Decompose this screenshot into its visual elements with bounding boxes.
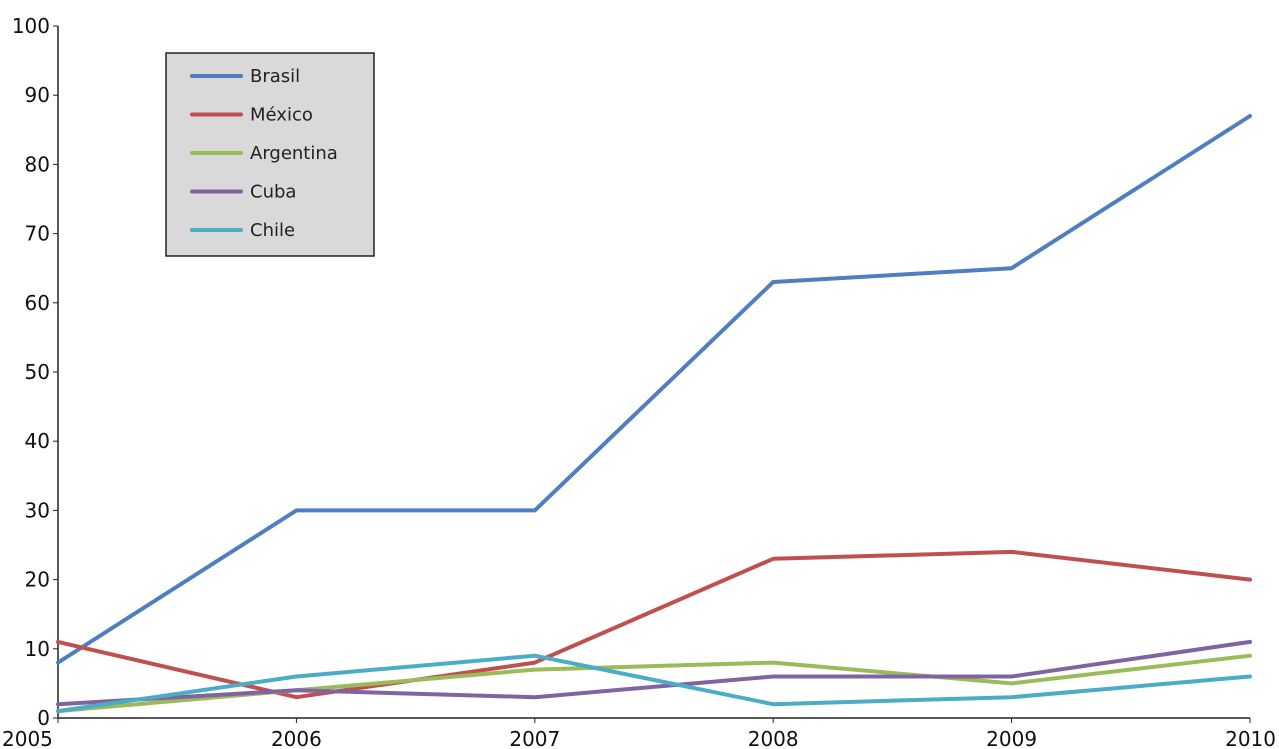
x-tick-label: 2010 — [1225, 727, 1276, 749]
y-tick-label: 10 — [25, 637, 50, 661]
x-tick-label: 2007 — [509, 727, 560, 749]
x-axis-ticks: 2005 2006 2007 2008 2009 2010 — [2, 718, 1276, 749]
y-tick-label: 20 — [25, 568, 50, 592]
chart-legend: Brasil México Argentina Cuba Chile — [165, 52, 375, 257]
y-tick-label: 70 — [25, 222, 50, 246]
x-tick-label: 2008 — [748, 727, 799, 749]
legend-label-chile: Chile — [250, 220, 295, 241]
y-tick-label: 40 — [25, 429, 50, 453]
series-line-mexico — [56, 549, 1252, 700]
series-line-brasil — [56, 114, 1252, 665]
y-tick-label: 80 — [25, 152, 50, 176]
legend-label-cuba: Cuba — [250, 182, 296, 203]
legend-label-brasil: Brasil — [250, 66, 300, 87]
x-tick-label: 2006 — [271, 727, 322, 749]
y-tick-label: 30 — [25, 498, 50, 522]
series-line-chile — [56, 653, 1252, 714]
y-tick-label: 100 — [12, 14, 50, 38]
x-tick-label: 2009 — [986, 727, 1037, 749]
y-tick-label: 90 — [25, 83, 50, 107]
y-tick-label: 50 — [25, 360, 50, 384]
series-lines — [56, 114, 1252, 714]
series-line-cuba — [56, 639, 1252, 707]
legend-label-argentina: Argentina — [250, 143, 338, 164]
y-tick-label: 0 — [37, 706, 50, 730]
y-axis-ticks: 0 10 20 30 40 50 60 70 80 90 100 — [12, 14, 58, 730]
y-tick-label: 60 — [25, 291, 50, 315]
x-tick-label: 2005 — [2, 727, 53, 749]
legend-label-mexico: México — [250, 105, 313, 126]
